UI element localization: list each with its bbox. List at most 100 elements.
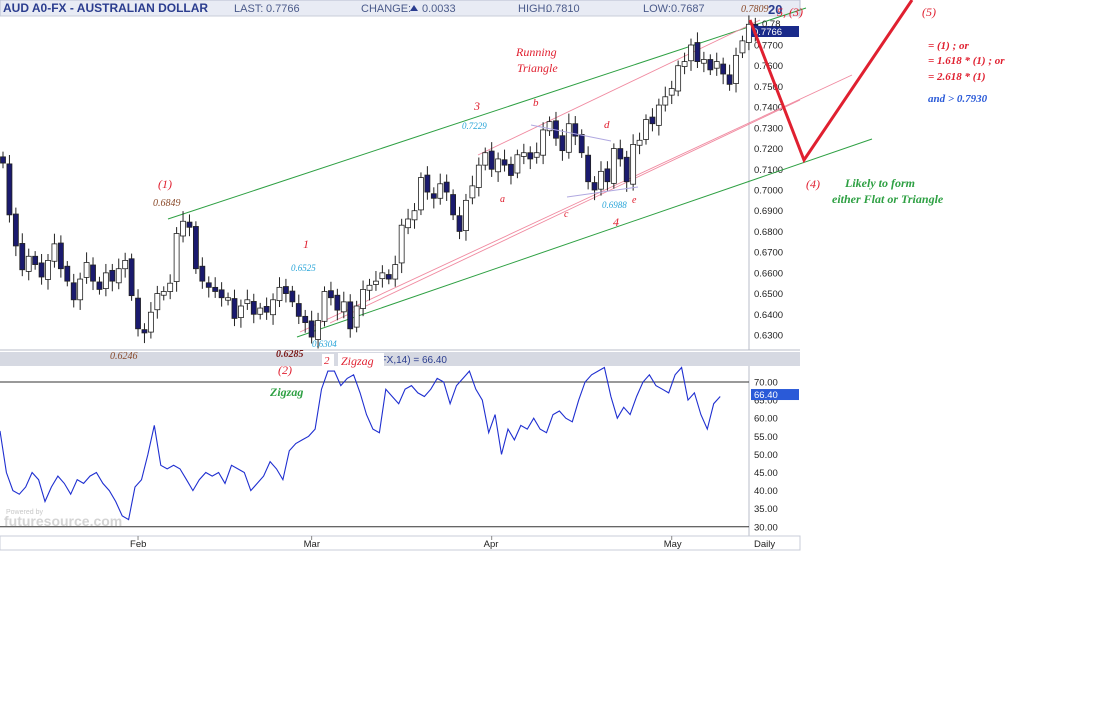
price-tick-label: 0.7100 — [754, 165, 783, 176]
x-tick-label: May — [664, 539, 682, 550]
candle-body — [295, 303, 302, 317]
candle-body — [398, 224, 405, 264]
candle-body — [610, 148, 617, 184]
candle-body — [733, 54, 739, 84]
high-label: HIGH: — [518, 3, 549, 15]
channel-pink-upper — [477, 19, 761, 156]
price-label-06849: 0.6849 — [153, 198, 181, 209]
last-price-label: 0.7766 — [753, 27, 782, 38]
candle-body — [694, 42, 701, 62]
price-label-06988: 0.6988 — [602, 200, 627, 210]
x-tick-label: Mar — [304, 539, 320, 550]
candle-body — [225, 297, 231, 301]
rsi-tick-label: 35.00 — [754, 504, 778, 515]
candle-body — [495, 158, 502, 173]
candle-body — [109, 269, 116, 282]
rsi-tick-label: 45.00 — [754, 468, 778, 479]
candle-body — [257, 307, 264, 315]
candle-body — [38, 262, 45, 278]
candle-body — [96, 281, 103, 290]
price-label-07809: 0.7809 — [741, 4, 769, 15]
price-tick-label: 0.7000 — [754, 186, 783, 197]
price-label-06304: 0.6304 — [312, 339, 337, 349]
channel-lower-green — [296, 138, 873, 338]
candle-body — [276, 286, 283, 302]
price-label-06525: 0.6525 — [291, 263, 316, 273]
candle-body — [321, 291, 328, 322]
candlestick-series — [0, 15, 759, 349]
candle-body — [238, 305, 244, 319]
candle-body — [315, 320, 321, 340]
candle-body — [475, 164, 482, 188]
elliott-wave-overlay — [530, 0, 914, 198]
candle-body — [649, 116, 656, 125]
top-right-tick: 0.78 — [762, 19, 781, 30]
wave-label-1-minor: 1 — [303, 237, 309, 251]
wave-label-5-major: (5) — [922, 5, 936, 19]
candle-body — [739, 40, 746, 54]
price-tick-label: 0.6500 — [754, 289, 783, 300]
candle-body — [83, 262, 90, 278]
wave-label-2-minor: 2 — [324, 355, 330, 367]
wave-label-4-major: (4) — [806, 177, 820, 191]
candle-body — [469, 185, 476, 199]
triangle-label-b: b — [533, 97, 539, 109]
price-tick-label: 0.7700 — [754, 41, 783, 52]
candle-body — [218, 289, 225, 299]
x-tick-label: Feb — [130, 539, 146, 550]
candle-body — [90, 264, 96, 282]
candle-body — [713, 61, 720, 69]
candle-body — [655, 104, 662, 126]
candle-body — [186, 221, 193, 228]
rsi-tick-label: 70.00 — [754, 378, 778, 389]
rsi-title: A0-FX,14) = 66.40 — [365, 355, 447, 366]
candle-body — [212, 286, 219, 292]
candle-body — [463, 199, 469, 232]
price-label-07229: 0.7229 — [462, 121, 487, 131]
candle-body — [128, 258, 135, 297]
x-axis-bar — [0, 535, 801, 551]
candle-body — [527, 152, 534, 160]
candle-body — [430, 193, 437, 199]
rsi-y-axis: 70.00 65.00 60.00 55.00 50.00 45.00 40.00 35.00… — [754, 378, 778, 534]
candle-body — [636, 139, 643, 146]
candle-body — [250, 301, 257, 315]
candle-body — [173, 233, 180, 282]
candle-body — [135, 297, 141, 330]
candle-body — [308, 320, 315, 338]
running-triangle-label-2: Triangle — [517, 61, 558, 75]
candle-body — [122, 260, 129, 270]
change-up-icon — [410, 5, 418, 11]
candle-body — [675, 65, 682, 92]
candle-body — [520, 152, 527, 157]
triangle-label-e: e — [632, 195, 637, 206]
rsi-last-value: 66.40 — [754, 390, 778, 401]
candle-body — [302, 315, 309, 323]
candle-body — [488, 150, 495, 170]
candle-body — [585, 154, 592, 183]
low-value: 0.7687 — [671, 3, 705, 15]
rsi-tick-label: 40.00 — [754, 486, 778, 497]
candle-body — [160, 291, 167, 296]
candle-body — [192, 226, 199, 270]
rsi-tick-label: 55.00 — [754, 432, 778, 443]
candle-body — [450, 194, 457, 216]
candle-body — [102, 272, 109, 290]
triangle-label-d: d — [604, 119, 610, 131]
candle-body — [180, 220, 186, 237]
rsi-tick-label: 60.00 — [754, 414, 778, 425]
candle-body — [598, 170, 604, 190]
candle-body — [720, 63, 727, 75]
candle-body — [411, 210, 418, 221]
candle-body — [482, 152, 489, 166]
candle-body — [340, 301, 347, 313]
candle-body — [283, 286, 289, 294]
flat-or-triangle-label-1: Likely to form — [844, 176, 915, 190]
high-value: 0.7810 — [546, 3, 580, 15]
rsi-tick-label: 65.00 — [754, 396, 778, 407]
candle-body — [77, 278, 84, 301]
annotations: (1) 0.6849 0.6246 1 0.6525 (2) 0.6285 0.… — [110, 4, 1005, 399]
x-axis: Feb Mar Apr May — [130, 536, 682, 550]
candle-body — [167, 282, 174, 292]
candle-body — [405, 218, 411, 229]
